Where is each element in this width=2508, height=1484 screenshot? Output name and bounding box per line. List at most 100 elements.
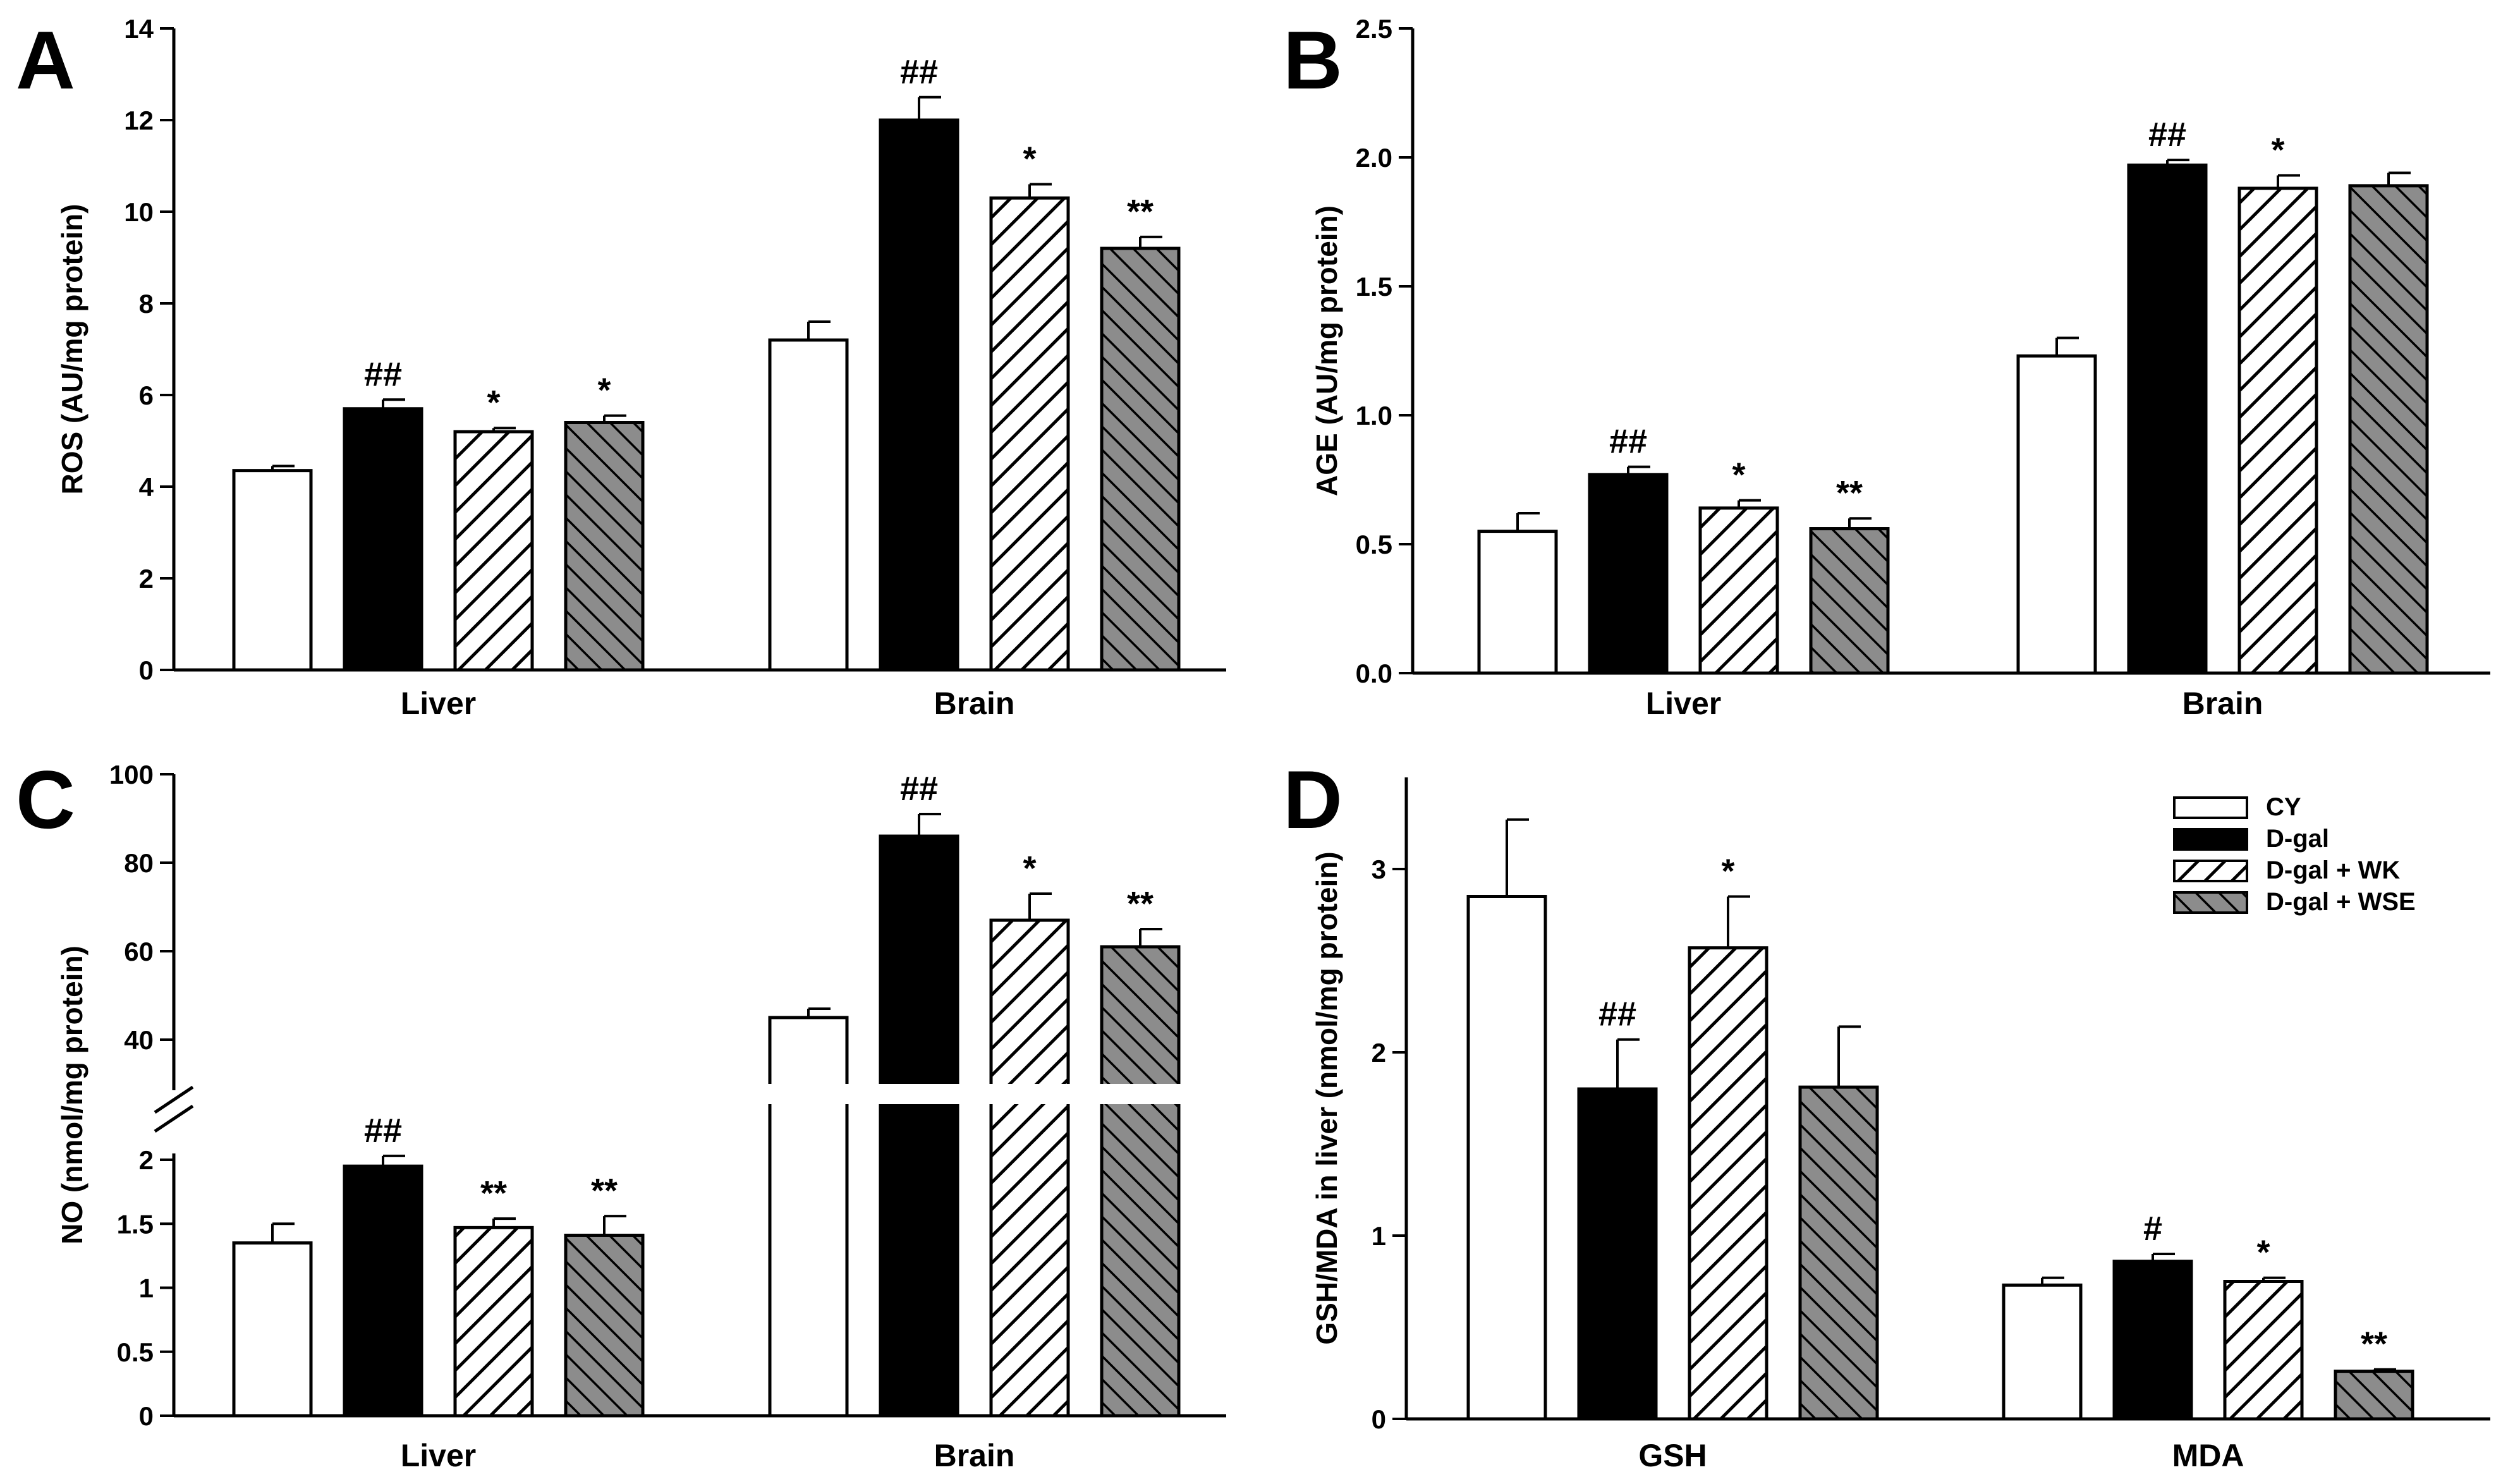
legend-label-cy: CY <box>2266 793 2301 821</box>
category-label-mda: MDA <box>2172 1438 2244 1473</box>
panel-letter-c: C <box>16 753 75 846</box>
significance-label: ## <box>900 53 938 91</box>
y-tick-label: 2 <box>139 1145 154 1175</box>
significance-label: * <box>2271 131 2284 169</box>
break-strip <box>765 1084 852 1104</box>
bar-brain-cy <box>2016 354 2097 675</box>
bar-gsh-cy <box>1466 895 1547 1421</box>
y-tick-label: 6 <box>139 380 154 410</box>
axis-break-mark <box>154 1104 194 1133</box>
y-axis-title: ROS (AU/mg protein) <box>56 204 88 495</box>
error-bar <box>1139 928 1162 947</box>
y-tick-label: 40 <box>124 1025 154 1055</box>
error-bar <box>1616 1038 1640 1089</box>
y-tick-label: 2 <box>139 564 154 593</box>
axis-break-mark <box>154 1085 194 1114</box>
y-tick-label: 10 <box>124 197 154 227</box>
error-bar <box>603 1215 626 1236</box>
break-strip <box>875 1084 963 1104</box>
significance-label: * <box>1023 849 1036 887</box>
category-label-liver: Liver <box>401 686 477 721</box>
error-bar <box>382 1154 405 1167</box>
panel-letter-a: A <box>16 14 75 106</box>
bar-liver-d-gal-wk <box>1698 506 1779 675</box>
error-bar <box>2055 336 2079 356</box>
y-tick-label: 2.5 <box>1356 14 1392 44</box>
significance-label: ## <box>364 1112 402 1150</box>
y-tick-label: 1 <box>1372 1221 1386 1251</box>
y-tick-label: 0 <box>1372 1404 1386 1434</box>
bar-brain-cy <box>768 1016 849 1418</box>
y-tick-label: 1.0 <box>1356 401 1392 430</box>
y-tick-label: 2 <box>1372 1038 1386 1067</box>
category-label-brain: Brain <box>2182 686 2263 721</box>
y-tick-label: 0.5 <box>117 1337 154 1367</box>
significance-label: * <box>1732 456 1745 494</box>
error-bar <box>1139 235 1162 248</box>
bar-brain-cy <box>768 338 849 672</box>
significance-label: ** <box>480 1174 507 1212</box>
bar-liver-cy <box>232 469 313 672</box>
y-tick-label: 100 <box>109 760 154 789</box>
significance-label: ## <box>1609 423 1647 461</box>
bar-brain-d-gal-wk <box>989 918 1070 1418</box>
y-axis-title: GSH/MDA in liver (nmol/mg protein) <box>1310 851 1343 1344</box>
legend-label-d-gal-wk: D-gal + WK <box>2266 856 2400 884</box>
significance-label: # <box>2143 1210 2162 1248</box>
legend-swatch-d-gal-wk <box>2173 860 2248 882</box>
significance-label: ## <box>900 770 938 808</box>
legend-label-d-gal-wse: D-gal + WSE <box>2266 888 2416 916</box>
bar-gsh-d-gal-wk <box>1688 946 1768 1421</box>
y-tick-label: 1.5 <box>117 1209 154 1239</box>
bar-gsh-d-gal <box>1577 1087 1658 1421</box>
category-label-gsh: GSH <box>1638 1438 1707 1473</box>
panel-letter-d: D <box>1283 753 1342 846</box>
bar-liver-d-gal-wse <box>1809 527 1890 675</box>
panel-b: 0.0 0.5 1.0 1.5 2.0 2.5 AGE (AU/mg protein) ## *… <box>1310 14 2490 721</box>
error-bar <box>807 320 831 340</box>
y-tick-label: 14 <box>124 14 154 44</box>
error-bar <box>1516 512 1540 532</box>
legend: CY D-gal D-gal + WK D-gal + WSE <box>2173 793 2416 916</box>
y-tick-label: 0 <box>139 655 154 685</box>
bar-brain-d-gal-wse <box>1100 945 1181 1418</box>
bar-brain-d-gal-wse <box>1100 246 1181 672</box>
significance-label: * <box>1023 140 1036 178</box>
bar-liver-d-gal <box>1588 473 1669 675</box>
significance-label: ## <box>1598 995 1636 1033</box>
legend-swatch-d-gal-wse <box>2173 891 2248 914</box>
error-bar <box>1848 517 1872 529</box>
y-tick-label: 1 <box>139 1274 154 1303</box>
bar-liver-cy <box>232 1241 313 1418</box>
category-label-brain: Brain <box>934 686 1015 721</box>
legend-swatch-cy <box>2173 796 2248 819</box>
panel-letter-b: B <box>1283 14 1342 106</box>
y-tick-label: 0 <box>139 1401 154 1431</box>
error-bar <box>1837 1025 1861 1088</box>
bar-mda-d-gal-wk <box>2223 1280 2304 1421</box>
error-bar <box>2277 174 2300 188</box>
bar-gsh-d-gal-wse <box>1798 1085 1879 1421</box>
category-label-liver: Liver <box>1646 686 1722 721</box>
bar-mda-d-gal-wse <box>2334 1370 2414 1421</box>
significance-label: * <box>487 384 500 422</box>
error-bar <box>918 95 941 120</box>
error-bar <box>918 813 941 836</box>
significance-label: ## <box>364 355 402 393</box>
error-bar <box>2387 171 2411 186</box>
bar-brain-d-gal <box>2127 163 2208 675</box>
y-tick-label: 0.0 <box>1356 659 1392 688</box>
break-strip <box>1097 1084 1184 1104</box>
bar-liver-d-gal <box>343 407 423 672</box>
significance-label: ## <box>2148 116 2186 154</box>
y-axis-title: NO (nmol/mg protein) <box>56 946 88 1244</box>
bar-liver-d-gal <box>343 1164 423 1418</box>
y-tick-label: 2.0 <box>1356 143 1392 173</box>
bar-liver-d-gal-wse <box>564 421 645 672</box>
bar-brain-d-gal <box>879 118 959 672</box>
significance-label: * <box>2256 1234 2270 1272</box>
significance-label: ** <box>591 1172 618 1210</box>
y-tick-label: 80 <box>124 848 154 878</box>
